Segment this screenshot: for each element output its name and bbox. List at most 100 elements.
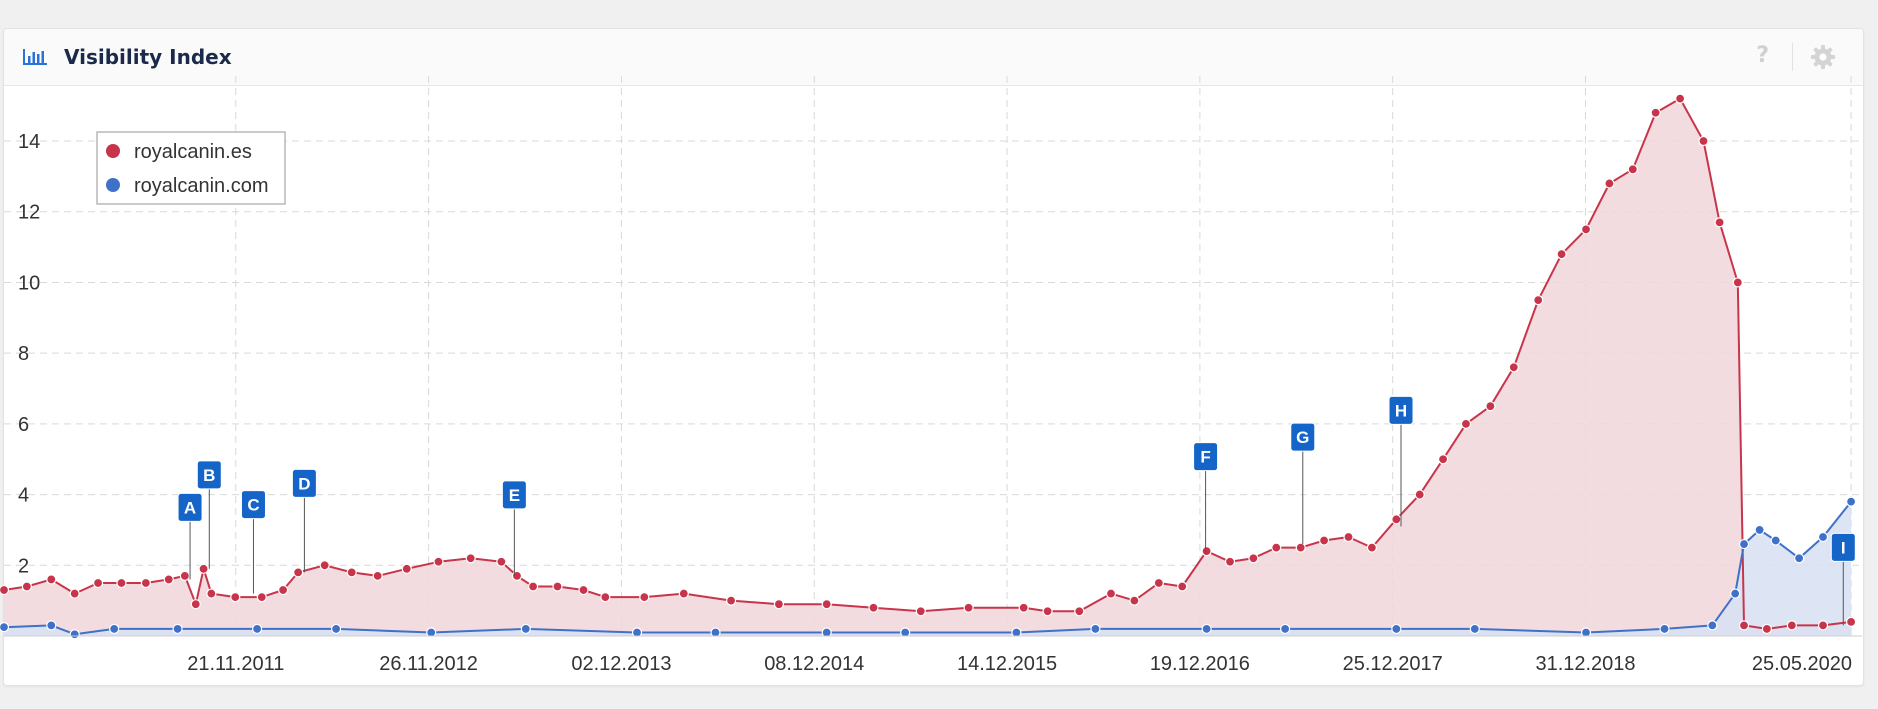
data-point (1280, 623, 1291, 635)
help-icon[interactable]: ? (1756, 43, 1769, 68)
series-area (4, 98, 1852, 637)
event-label: G (1296, 428, 1309, 447)
data-point (1391, 623, 1402, 635)
x-tick-label: 25.05.2020 (1752, 653, 1852, 675)
event-label: B (203, 466, 215, 485)
event-label: E (509, 486, 520, 505)
data-point (868, 602, 879, 613)
data-point (1732, 277, 1743, 288)
data-point (69, 588, 80, 599)
data-point (293, 567, 304, 578)
event-marker[interactable] (501, 480, 527, 510)
data-point (1627, 164, 1638, 175)
y-tick-label: 14 (18, 131, 40, 153)
data-point (631, 627, 643, 638)
data-point (277, 584, 289, 596)
event-label: A (184, 498, 196, 517)
data-point (511, 570, 523, 581)
data-point (1090, 623, 1101, 635)
x-tick-label: 19.12.2016 (1150, 653, 1250, 675)
data-point (1580, 627, 1592, 638)
data-point (710, 627, 721, 638)
data-point (1674, 93, 1686, 104)
data-point (1794, 553, 1805, 564)
data-point (1318, 535, 1330, 546)
data-point (92, 577, 104, 589)
data-point (140, 577, 151, 589)
legend-marker (106, 144, 120, 158)
data-point (1042, 606, 1053, 617)
data-point (1485, 401, 1496, 412)
data-point (0, 584, 10, 596)
data-point (1659, 623, 1670, 635)
data-point (915, 606, 926, 617)
widget-header: Visibility Index ? (4, 29, 1863, 86)
event-marker[interactable] (240, 490, 266, 520)
event-marker[interactable] (196, 460, 222, 490)
event-label: H (1395, 401, 1407, 420)
data-point (1224, 556, 1236, 567)
data-point (1248, 553, 1259, 564)
data-point (1604, 178, 1615, 189)
event-marker[interactable] (1388, 395, 1414, 425)
data-point (1533, 295, 1544, 306)
data-point (1018, 602, 1029, 613)
data-point (963, 602, 974, 613)
data-point (230, 592, 241, 603)
data-point (1343, 531, 1354, 543)
data-point (1129, 595, 1140, 606)
data-point (21, 581, 32, 592)
data-point (520, 623, 531, 635)
event-label: D (298, 474, 310, 493)
data-point (46, 574, 57, 585)
data-point (552, 581, 563, 592)
data-point (401, 563, 412, 574)
data-point (578, 584, 589, 596)
data-point (190, 599, 201, 610)
data-point (900, 627, 911, 638)
event-marker[interactable] (177, 492, 203, 522)
event-marker[interactable] (1830, 532, 1856, 562)
data-point (1201, 546, 1212, 557)
data-point (1786, 620, 1797, 631)
event-marker[interactable] (1290, 422, 1316, 452)
data-point (163, 574, 174, 585)
data-point (1460, 418, 1472, 429)
data-point (109, 623, 120, 635)
gear-icon[interactable] (1810, 44, 1836, 70)
data-point (1153, 577, 1164, 589)
event-marker[interactable] (291, 468, 317, 498)
data-point (1469, 623, 1480, 635)
event-marker[interactable] (1193, 442, 1219, 472)
data-point (821, 599, 832, 610)
event-label: C (247, 496, 259, 515)
data-point (372, 570, 383, 581)
data-point (496, 556, 507, 567)
chart-areas (4, 98, 1852, 637)
data-point (639, 592, 650, 603)
legend-box (96, 131, 286, 205)
data-point (1366, 542, 1378, 553)
x-tick-label: 26.11.2012 (379, 653, 478, 675)
data-point (46, 620, 57, 631)
data-point (1177, 581, 1188, 592)
legend-item[interactable]: royalcanin.com (134, 175, 269, 197)
data-point (426, 627, 437, 638)
data-point (331, 623, 342, 635)
data-point (678, 588, 689, 599)
data-point (346, 567, 357, 578)
data-point (725, 595, 737, 606)
data-point (319, 560, 330, 571)
data-point (1817, 620, 1829, 631)
legend-item[interactable]: royalcanin.es (134, 141, 252, 163)
data-point (1201, 623, 1212, 635)
data-point (1761, 623, 1772, 635)
data-point (465, 553, 476, 564)
data-point (1738, 620, 1750, 631)
chart-points (0, 93, 1857, 640)
data-point (1650, 107, 1661, 118)
data-point (1508, 362, 1519, 373)
x-tick-label: 21.11.2011 (187, 653, 284, 675)
data-point (1738, 538, 1750, 550)
data-point (1754, 524, 1765, 536)
